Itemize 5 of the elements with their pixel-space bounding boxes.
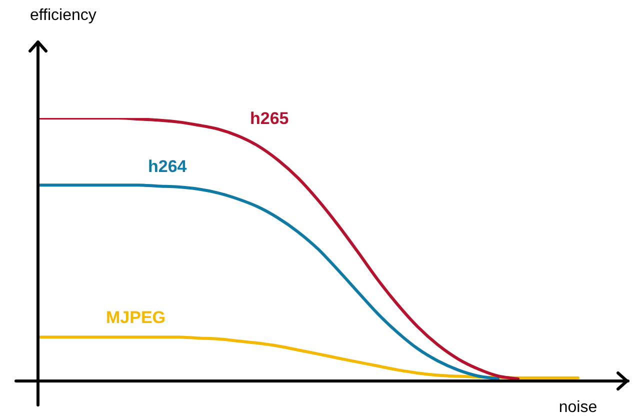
x-axis-title: noise: [558, 399, 598, 416]
series-label: MJPEG: [106, 308, 166, 328]
series-label: h265: [250, 108, 289, 128]
series-label: h264: [148, 157, 188, 176]
text: efficiency: [30, 7, 96, 24]
